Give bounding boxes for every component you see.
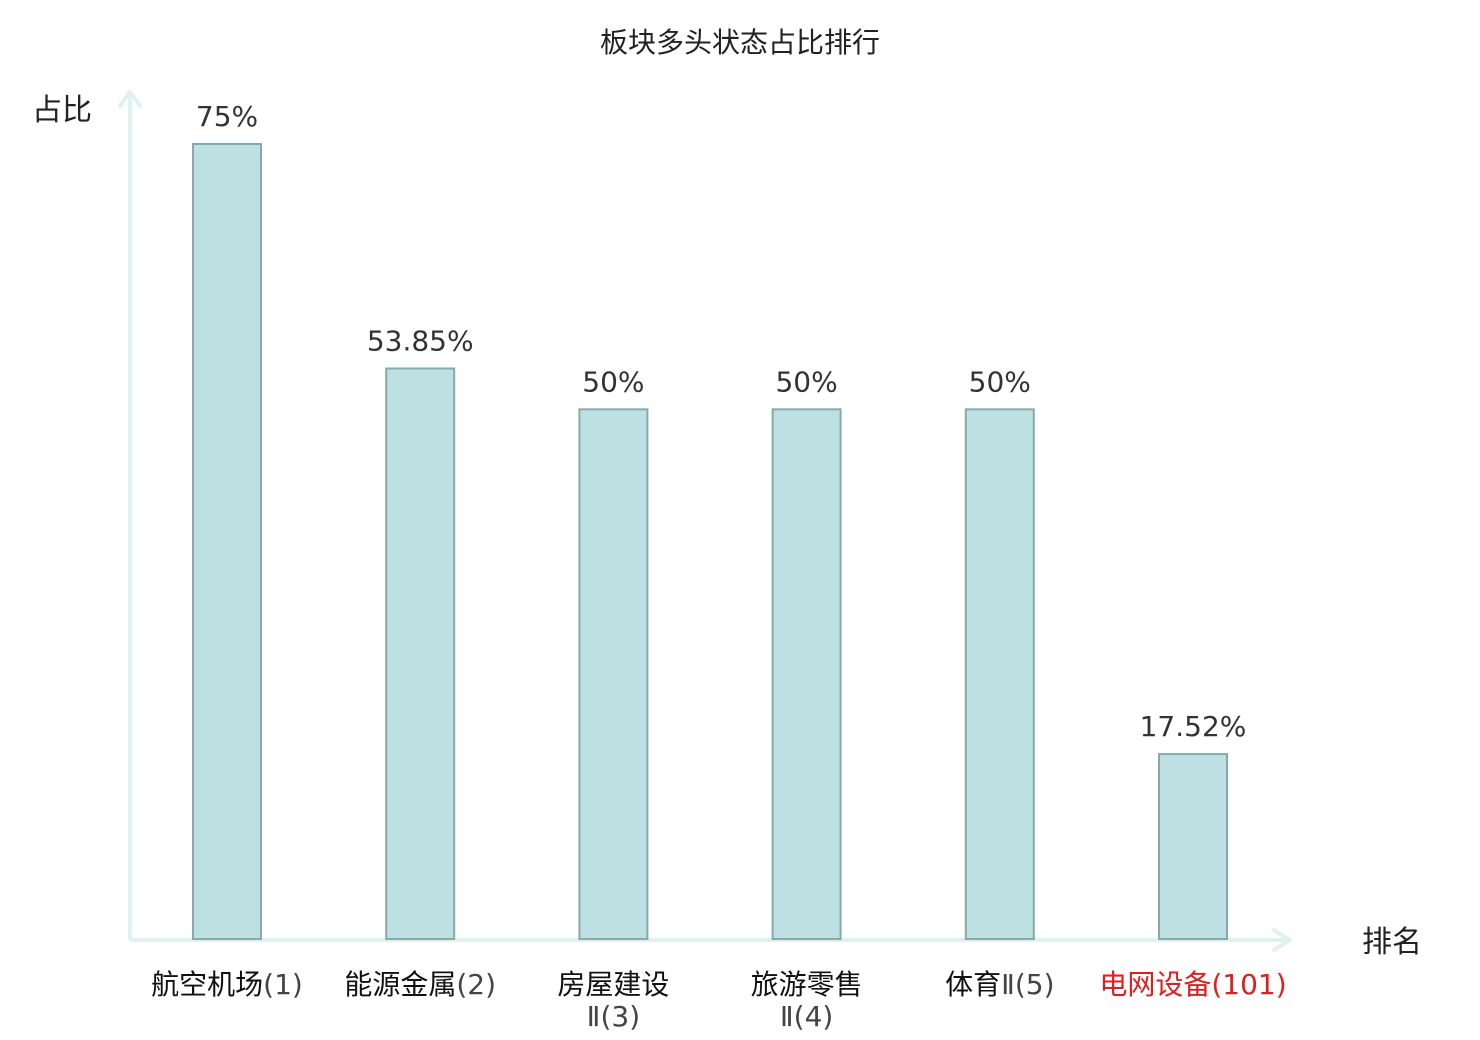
category-rank-1: (1): [263, 968, 303, 1001]
category-name-1: 航空机场: [151, 968, 263, 1001]
category-rank-3: Ⅱ(3): [587, 1000, 640, 1033]
bar-series: [192, 143, 1228, 941]
category-name-2: 能源金属: [344, 968, 456, 1001]
category-name-6: 电网设备: [1099, 968, 1211, 1001]
category-rank-4: Ⅱ(4): [780, 1000, 833, 1033]
bar-3: [578, 408, 649, 941]
category-name-5: 体育: [945, 968, 1001, 1001]
category-label-5: 体育Ⅱ(5): [945, 968, 1054, 1001]
bar-2: [385, 367, 456, 940]
value-label-1: 75%: [196, 100, 258, 133]
bar-4: [771, 408, 842, 941]
bar-6: [1158, 753, 1228, 940]
value-label-3: 50%: [582, 365, 644, 398]
category-rank-2: (2): [456, 968, 496, 1001]
category-label-1: 航空机场(1): [151, 968, 303, 1001]
chart-title: 板块多头状态占比排行: [600, 26, 880, 59]
y-axis-label: 占比: [32, 93, 92, 128]
value-label-5: 50%: [969, 365, 1031, 398]
category-rank-6: (101): [1211, 968, 1286, 1001]
x-axis-label: 排名: [1362, 925, 1422, 960]
value-label-2: 53.85%: [367, 324, 474, 357]
value-labels: 75% 53.85% 50% 50% 50% 17.52%: [196, 100, 1247, 743]
category-label-4: 旅游零售: [751, 968, 863, 1001]
category-label-3: 房屋建设: [557, 968, 669, 1001]
category-label-6: 电网设备(101): [1099, 968, 1286, 1001]
category-label-2: 能源金属(2): [344, 968, 496, 1001]
axes: [118, 90, 1292, 952]
bar-1: [192, 143, 262, 940]
category-rank-5: Ⅱ(5): [1001, 968, 1054, 1001]
bar-5: [964, 408, 1035, 941]
value-label-4: 50%: [775, 365, 837, 398]
x-axis-arrow: [1272, 928, 1292, 952]
value-label-6: 17.52%: [1140, 710, 1247, 743]
y-axis-arrow: [118, 90, 142, 108]
